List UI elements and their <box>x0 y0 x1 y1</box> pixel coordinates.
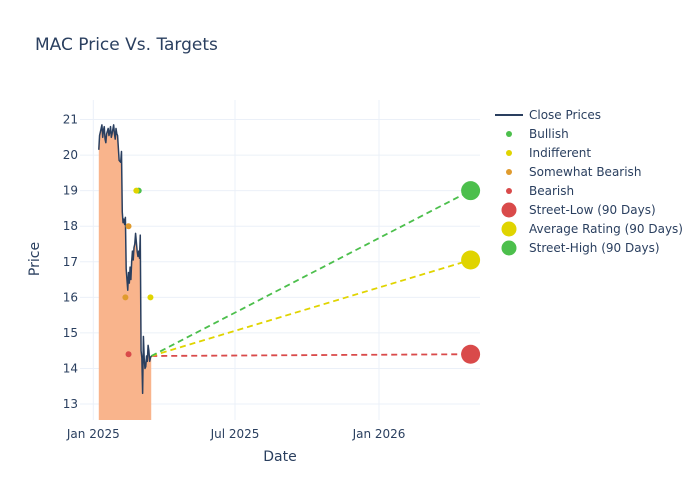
price-line <box>98 124 152 395</box>
x-axis-title: Date <box>263 449 296 465</box>
x-axis-ticks: Jan 2025 Jul 2025 Jan 2026 <box>66 427 406 441</box>
legend-label: Bullish <box>529 127 569 141</box>
y-tick-label: 13 <box>63 397 78 411</box>
y-axis-title: Price <box>27 242 43 276</box>
x-tick-label: Jul 2025 <box>210 427 260 441</box>
legend-label: Street-Low (90 Days) <box>529 203 656 217</box>
y-tick-label: 19 <box>63 184 78 198</box>
y-tick-label: 14 <box>63 361 78 375</box>
x-tick-label: Jan 2025 <box>66 427 120 441</box>
legend-label: Close Prices <box>529 108 601 122</box>
y-tick-label: 21 <box>63 113 78 127</box>
rating-point <box>125 351 132 358</box>
target-marker <box>461 181 481 201</box>
y-tick-label: 17 <box>63 255 78 269</box>
target-trend-line <box>150 259 471 357</box>
legend-symbol <box>501 202 517 218</box>
legend-symbol <box>506 188 512 194</box>
y-tick-label: 15 <box>63 326 78 340</box>
analyst-ratings <box>122 187 154 358</box>
target-marker <box>461 250 481 270</box>
y-axis-ticks: 13 14 15 16 17 18 19 20 21 <box>63 113 78 411</box>
rating-point <box>147 294 154 301</box>
rating-point <box>122 294 129 301</box>
legend-label: Street-High (90 Days) <box>529 241 660 255</box>
x-tick-label: Jan 2026 <box>352 427 406 441</box>
legend-symbol <box>501 221 517 237</box>
close-price-line <box>98 124 152 395</box>
target-trend-line <box>150 189 472 357</box>
target-markers <box>461 181 481 364</box>
target-trend-line <box>151 353 471 357</box>
rating-point <box>133 187 140 194</box>
price-area <box>98 124 152 420</box>
legend-label: Average Rating (90 Days) <box>529 222 683 236</box>
legend-label: Bearish <box>529 184 574 198</box>
legend-symbol <box>506 169 512 175</box>
close-price-area <box>98 124 152 420</box>
legend-label: Somewhat Bearish <box>529 165 641 179</box>
legend-symbol <box>506 150 512 156</box>
legend: Close Prices Bullish Indifferent Somewhat B… <box>495 108 683 256</box>
legend-symbol <box>501 240 517 256</box>
legend-symbol <box>506 131 512 137</box>
y-tick-label: 20 <box>63 148 78 162</box>
target-lines <box>150 189 472 357</box>
y-tick-label: 16 <box>63 290 78 304</box>
chart-title: MAC Price Vs. Targets <box>35 35 218 55</box>
y-tick-label: 18 <box>63 219 78 233</box>
rating-point <box>125 223 132 230</box>
legend-label: Indifferent <box>529 146 591 160</box>
target-marker <box>461 344 481 364</box>
